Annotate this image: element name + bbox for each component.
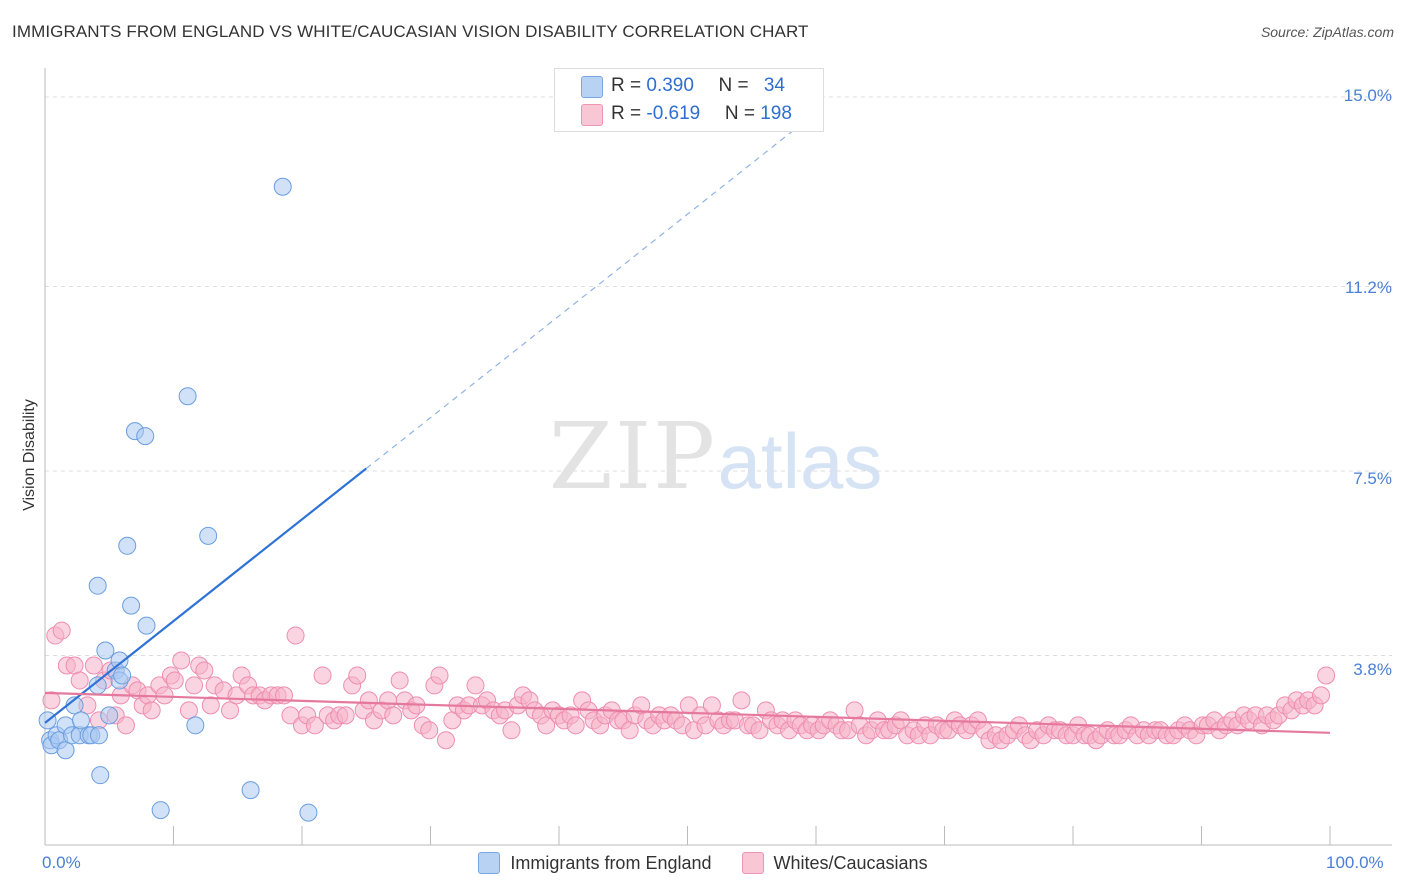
point-england [88,576,107,595]
point-whites [286,626,305,645]
point-whites [65,656,84,675]
point-whites [466,676,485,695]
legend-item-whites[interactable]: Whites/Caucasians [741,852,928,874]
point-whites [430,666,449,685]
point-whites [384,706,403,725]
point-whites [52,621,71,640]
legend-r-label: R = [611,103,647,124]
point-whites [201,696,220,715]
point-england [118,536,137,555]
watermark-atlas: atlas [718,417,883,505]
point-whites [620,721,639,740]
point-whites [566,716,585,735]
series-england [38,177,318,822]
point-england [137,616,156,635]
legend-n-value-england: 34 [763,75,785,96]
x-tick-label-min: 0.0% [42,853,81,872]
point-england [151,801,170,820]
point-england [241,781,260,800]
gridlines [45,96,1392,657]
point-england [273,177,292,196]
point-whites [732,691,751,710]
point-whites [348,666,367,685]
point-whites [750,721,769,740]
point-england [186,716,205,735]
point-whites [702,696,721,715]
chart-title: IMMIGRANTS FROM ENGLAND VS WHITE/CAUCASI… [12,22,809,41]
trend-line-england [44,467,367,724]
point-whites [305,716,324,735]
trend-line-whites [44,691,1331,734]
point-whites [420,721,439,740]
series-whites [42,621,1336,750]
legend-label-england: Immigrants from England [510,852,712,873]
legend-swatch-whites [741,852,764,874]
point-england [136,427,155,446]
point-whites [313,666,332,685]
point-whites [84,656,103,675]
trend-line-england-extension [365,111,817,469]
point-whites [359,691,378,710]
point-england [89,726,108,745]
watermark-zip: ZIP [549,403,717,510]
point-whites [845,701,864,720]
point-whites [172,651,191,670]
y-tick-label: 11.2% [1345,278,1392,297]
legend-swatch-england [478,852,501,874]
point-england [91,766,110,785]
series-legend: Immigrants from England Whites/Caucasian… [0,852,1406,874]
point-whites [179,701,198,720]
point-whites [195,661,214,680]
point-england [178,387,197,406]
legend-n-value-whites: 198 [760,103,792,124]
watermark: ZIP atlas [549,403,882,510]
point-whites [336,706,355,725]
point-england [299,803,318,822]
point-whites [116,716,135,735]
legend-r-label: R = [611,75,647,96]
legend-swatch-england [581,76,603,98]
point-england [71,711,90,730]
point-england [96,641,115,660]
point-england [100,706,119,725]
legend-swatch-whites [581,104,603,126]
point-england [122,596,141,615]
legend-item-england[interactable]: Immigrants from England [478,852,712,874]
legend-label-whites: Whites/Caucasians [773,852,928,873]
point-whites [221,701,240,720]
point-england [199,526,218,545]
point-whites [142,701,161,720]
point-whites [165,671,184,690]
point-whites [379,691,398,710]
point-whites [1317,666,1336,685]
legend-r-value-england: 0.390 [646,75,694,96]
x-tick-label-max: 100.0% [1326,853,1384,872]
point-whites [42,691,61,710]
stats-legend: R = 0.390 N = 34 R = -0.619 N = 198 [554,68,824,132]
legend-n-label: N = [724,103,761,124]
legend-n-label: N = [718,75,754,96]
legend-r-value-whites: -0.619 [646,103,701,124]
point-england [113,666,132,685]
point-whites [537,716,556,735]
point-whites [390,671,409,690]
source-label: Source: ZipAtlas.com [1260,24,1394,40]
trend-lines [44,111,1331,734]
y-tick-label: 7.5% [1353,469,1392,488]
y-tick-label: 15.0% [1343,86,1392,105]
point-england [56,741,75,760]
point-whites [436,731,455,750]
axes [44,68,1392,846]
point-whites [1312,686,1331,705]
point-whites [185,676,204,695]
point-whites [70,671,89,690]
point-whites [502,721,521,740]
y-tick-label: 3.8% [1353,660,1392,679]
